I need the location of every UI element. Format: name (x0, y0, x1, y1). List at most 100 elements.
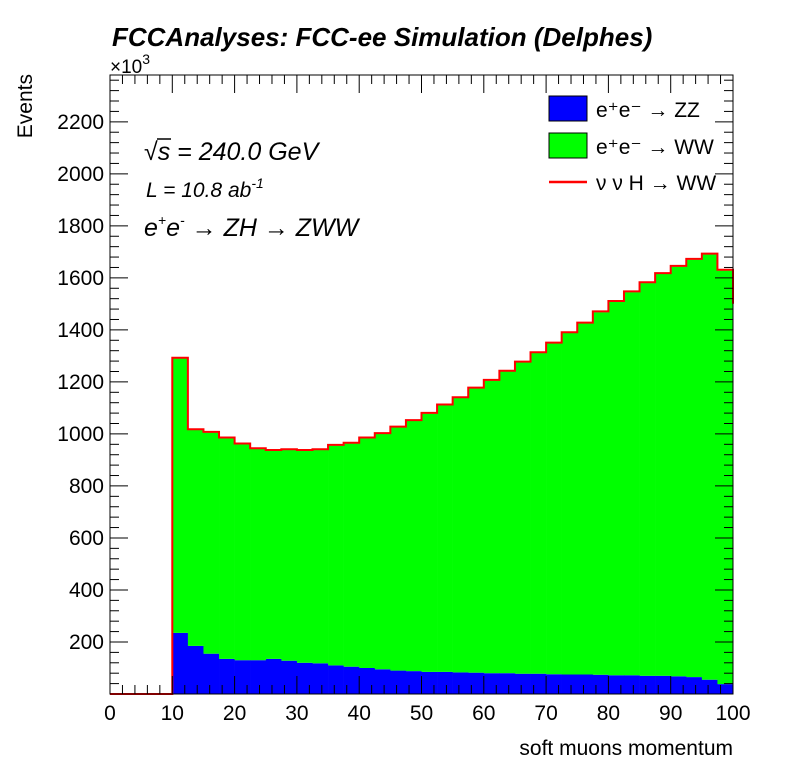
x-axis-label: soft muons momentum (519, 737, 733, 760)
annotation-block: √s = 240.0 GeV L = 10.8 ab-1 e+e- → ZH →… (144, 138, 361, 242)
x-tick-label: 50 (410, 702, 433, 725)
y-multiplier-exponent: 3 (142, 51, 150, 67)
bar-zz (219, 658, 235, 694)
bar-zz (483, 673, 500, 694)
legend: e⁺e⁻ → ZZ e⁺e⁻ → WW ν ν H → WW (548, 95, 716, 195)
bar-ww (312, 450, 329, 664)
bar-zz (265, 658, 282, 694)
legend-entry-zz: e⁺e⁻ → ZZ (548, 95, 700, 122)
annotation-luminosity: L = 10.8 ab-1 (146, 175, 264, 202)
bar-ww (296, 450, 313, 663)
series-nunuh-line (110, 252, 734, 695)
bar-zz (359, 667, 376, 694)
bar-ww (655, 273, 671, 676)
x-tick-label: 90 (659, 702, 682, 725)
bar-ww (390, 427, 407, 671)
bar-ww (717, 270, 734, 685)
bar-zz (701, 679, 718, 694)
x-tick-label: 20 (223, 702, 246, 725)
bar-zz (281, 660, 298, 694)
y-tick-label: 1200 (57, 371, 104, 394)
bar-ww (499, 371, 516, 674)
bar-zz (452, 672, 469, 694)
bar-ww (639, 283, 656, 676)
legend-label-nunuh: ν ν H → WW (596, 172, 716, 195)
bar-ww (577, 323, 594, 675)
bar-zz (250, 660, 267, 694)
bar-ww (421, 413, 438, 672)
series-zz-bars (172, 632, 734, 694)
legend-label-ww: e⁺e⁻ → WW (596, 136, 714, 159)
bar-zz (561, 674, 578, 694)
y-tick-label: 2200 (57, 111, 104, 134)
bar-zz (343, 666, 360, 694)
bar-zz (390, 670, 407, 694)
y-tick-label: 1600 (57, 267, 104, 290)
annotation-process: e+e- → ZH → ZWW (144, 212, 361, 242)
y-tick-label: 800 (69, 475, 104, 498)
x-tick-label: 70 (534, 702, 557, 725)
lumi-exp: -1 (251, 175, 263, 191)
bar-zz (592, 674, 609, 694)
bar-zz (187, 645, 204, 694)
y-axis-label: Events (14, 74, 37, 138)
bar-ww (203, 432, 220, 654)
bar-zz (499, 673, 516, 694)
bar-ww (530, 353, 547, 674)
bar-zz (312, 663, 329, 694)
bar-ww (514, 362, 531, 674)
legend-swatch-zz (548, 95, 588, 122)
bar-ww (234, 444, 251, 661)
x-tick-label: 100 (715, 702, 750, 725)
bar-ww (219, 438, 235, 659)
series-ww-bars (172, 254, 734, 685)
bar-ww (623, 292, 640, 676)
chart-title: FCCAnalyses: FCC-ee Simulation (Delphes) (112, 22, 652, 52)
bar-ww (187, 430, 204, 646)
bar-zz (608, 675, 625, 694)
bar-zz (437, 671, 453, 694)
bar-zz (577, 674, 594, 694)
bar-ww (468, 388, 485, 673)
bar-ww (452, 398, 469, 673)
sqrt-s-var: s (158, 138, 171, 166)
legend-entry-ww: e⁺e⁻ → WW (548, 132, 714, 159)
bar-zz (405, 671, 422, 694)
bar-ww (343, 443, 360, 667)
bar-ww (172, 358, 189, 633)
y-tick-label: 1400 (57, 319, 104, 342)
bar-zz (686, 677, 703, 694)
bar-ww (437, 405, 453, 672)
bar-zz (421, 671, 438, 694)
bar-ww (561, 333, 578, 675)
y-tick-label: 200 (69, 631, 104, 654)
y-multiplier-base: ×10 (110, 57, 142, 78)
bar-ww (483, 380, 500, 674)
bar-zz (639, 675, 656, 694)
y-tick-labels: 200 400 600 800 1000 1200 1400 1600 1800 2000 2200 (57, 111, 104, 654)
axis-ticks (109, 75, 734, 694)
bar-ww (592, 312, 609, 675)
bar-zz (234, 660, 251, 694)
bar-ww (328, 445, 344, 666)
y-tick-label: 2000 (57, 163, 104, 186)
legend-label-zz: e⁺e⁻ → ZZ (596, 99, 700, 122)
bar-zz (296, 662, 313, 694)
bar-ww (250, 449, 267, 661)
y-multiplier: ×103 (110, 51, 150, 78)
process-e1-sup: + (158, 212, 166, 228)
bar-ww (374, 433, 391, 670)
process-e2: e (166, 214, 180, 242)
legend-swatch-ww (548, 132, 588, 159)
bar-zz (655, 675, 671, 694)
process-rest: → ZH → ZWW (185, 214, 361, 242)
bar-zz (546, 674, 562, 694)
y-tick-label: 600 (69, 527, 104, 550)
bar-zz (203, 653, 220, 694)
bar-ww (701, 254, 718, 680)
bar-ww (265, 450, 282, 659)
bar-ww (359, 438, 376, 668)
bar-zz (328, 665, 344, 694)
bar-zz (670, 676, 687, 694)
